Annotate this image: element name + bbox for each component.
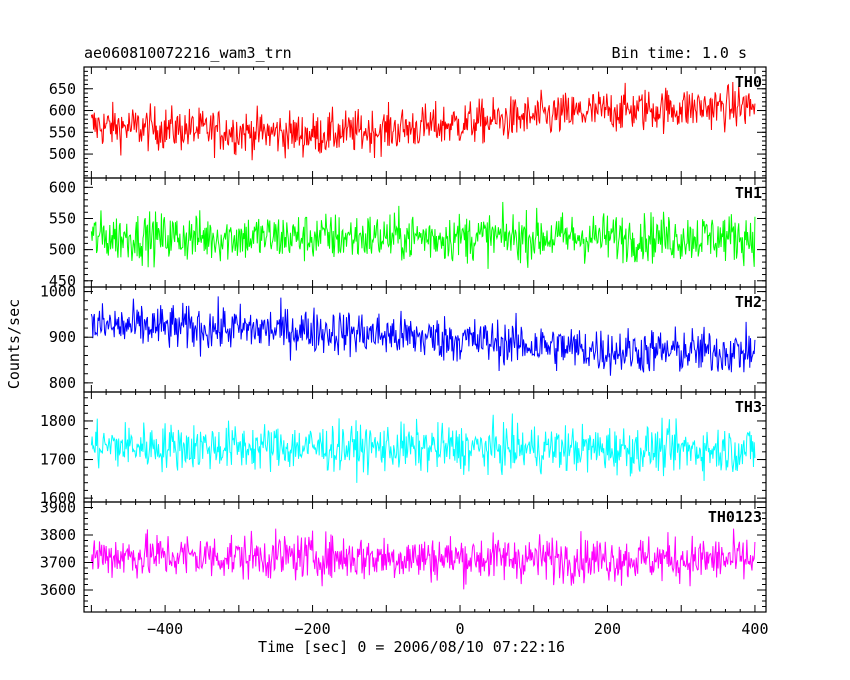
y-tick-label: 450 — [49, 272, 76, 290]
x-axis-label: Time [sec] 0 = 2006/08/10 07:22:16 — [258, 638, 566, 656]
y-tick-label: 1000 — [40, 283, 76, 301]
series-line-th1 — [90, 201, 756, 269]
y-tick-label: 500 — [49, 241, 76, 259]
y-tick-label: 800 — [49, 374, 76, 392]
x-tick-label: 0 — [456, 620, 465, 638]
y-tick-label: 3800 — [40, 526, 76, 544]
y-tick-label: 3600 — [40, 581, 76, 599]
series-line-th2 — [90, 296, 756, 376]
series-line-th0123 — [90, 528, 756, 590]
series-line-th0 — [90, 81, 756, 161]
y-tick-label: 500 — [49, 145, 76, 163]
panel-label-th1: TH1 — [735, 184, 762, 202]
y-tick-label: 3900 — [40, 499, 76, 517]
chart-title: ae060810072216_wam3_trn — [84, 44, 292, 62]
y-tick-label: 550 — [49, 209, 76, 227]
y-tick-label: 1800 — [40, 412, 76, 430]
series-line-th3 — [90, 413, 756, 483]
y-axis-label: Counts/sec — [5, 298, 23, 390]
y-tick-label: 1600 — [40, 489, 76, 507]
y-tick-label: 550 — [49, 123, 76, 141]
x-tick-label: 400 — [741, 620, 768, 638]
panel-label-th0: TH0 — [735, 73, 762, 91]
y-tick-label: 3700 — [40, 554, 76, 572]
panel-label-th0123: TH0123 — [708, 508, 762, 526]
panel-label-th2: TH2 — [735, 293, 762, 311]
bin-time-label: Bin time: 1.0 s — [611, 44, 747, 62]
x-tick-label: −200 — [294, 620, 330, 638]
x-tick-label: −400 — [147, 620, 183, 638]
y-tick-label: 1700 — [40, 451, 76, 469]
x-tick-label: 200 — [594, 620, 621, 638]
y-tick-label: 600 — [49, 102, 76, 120]
y-tick-label: 900 — [49, 328, 76, 346]
y-tick-label: 650 — [49, 80, 76, 98]
panel-label-th3: TH3 — [735, 398, 762, 416]
y-tick-label: 600 — [49, 178, 76, 196]
